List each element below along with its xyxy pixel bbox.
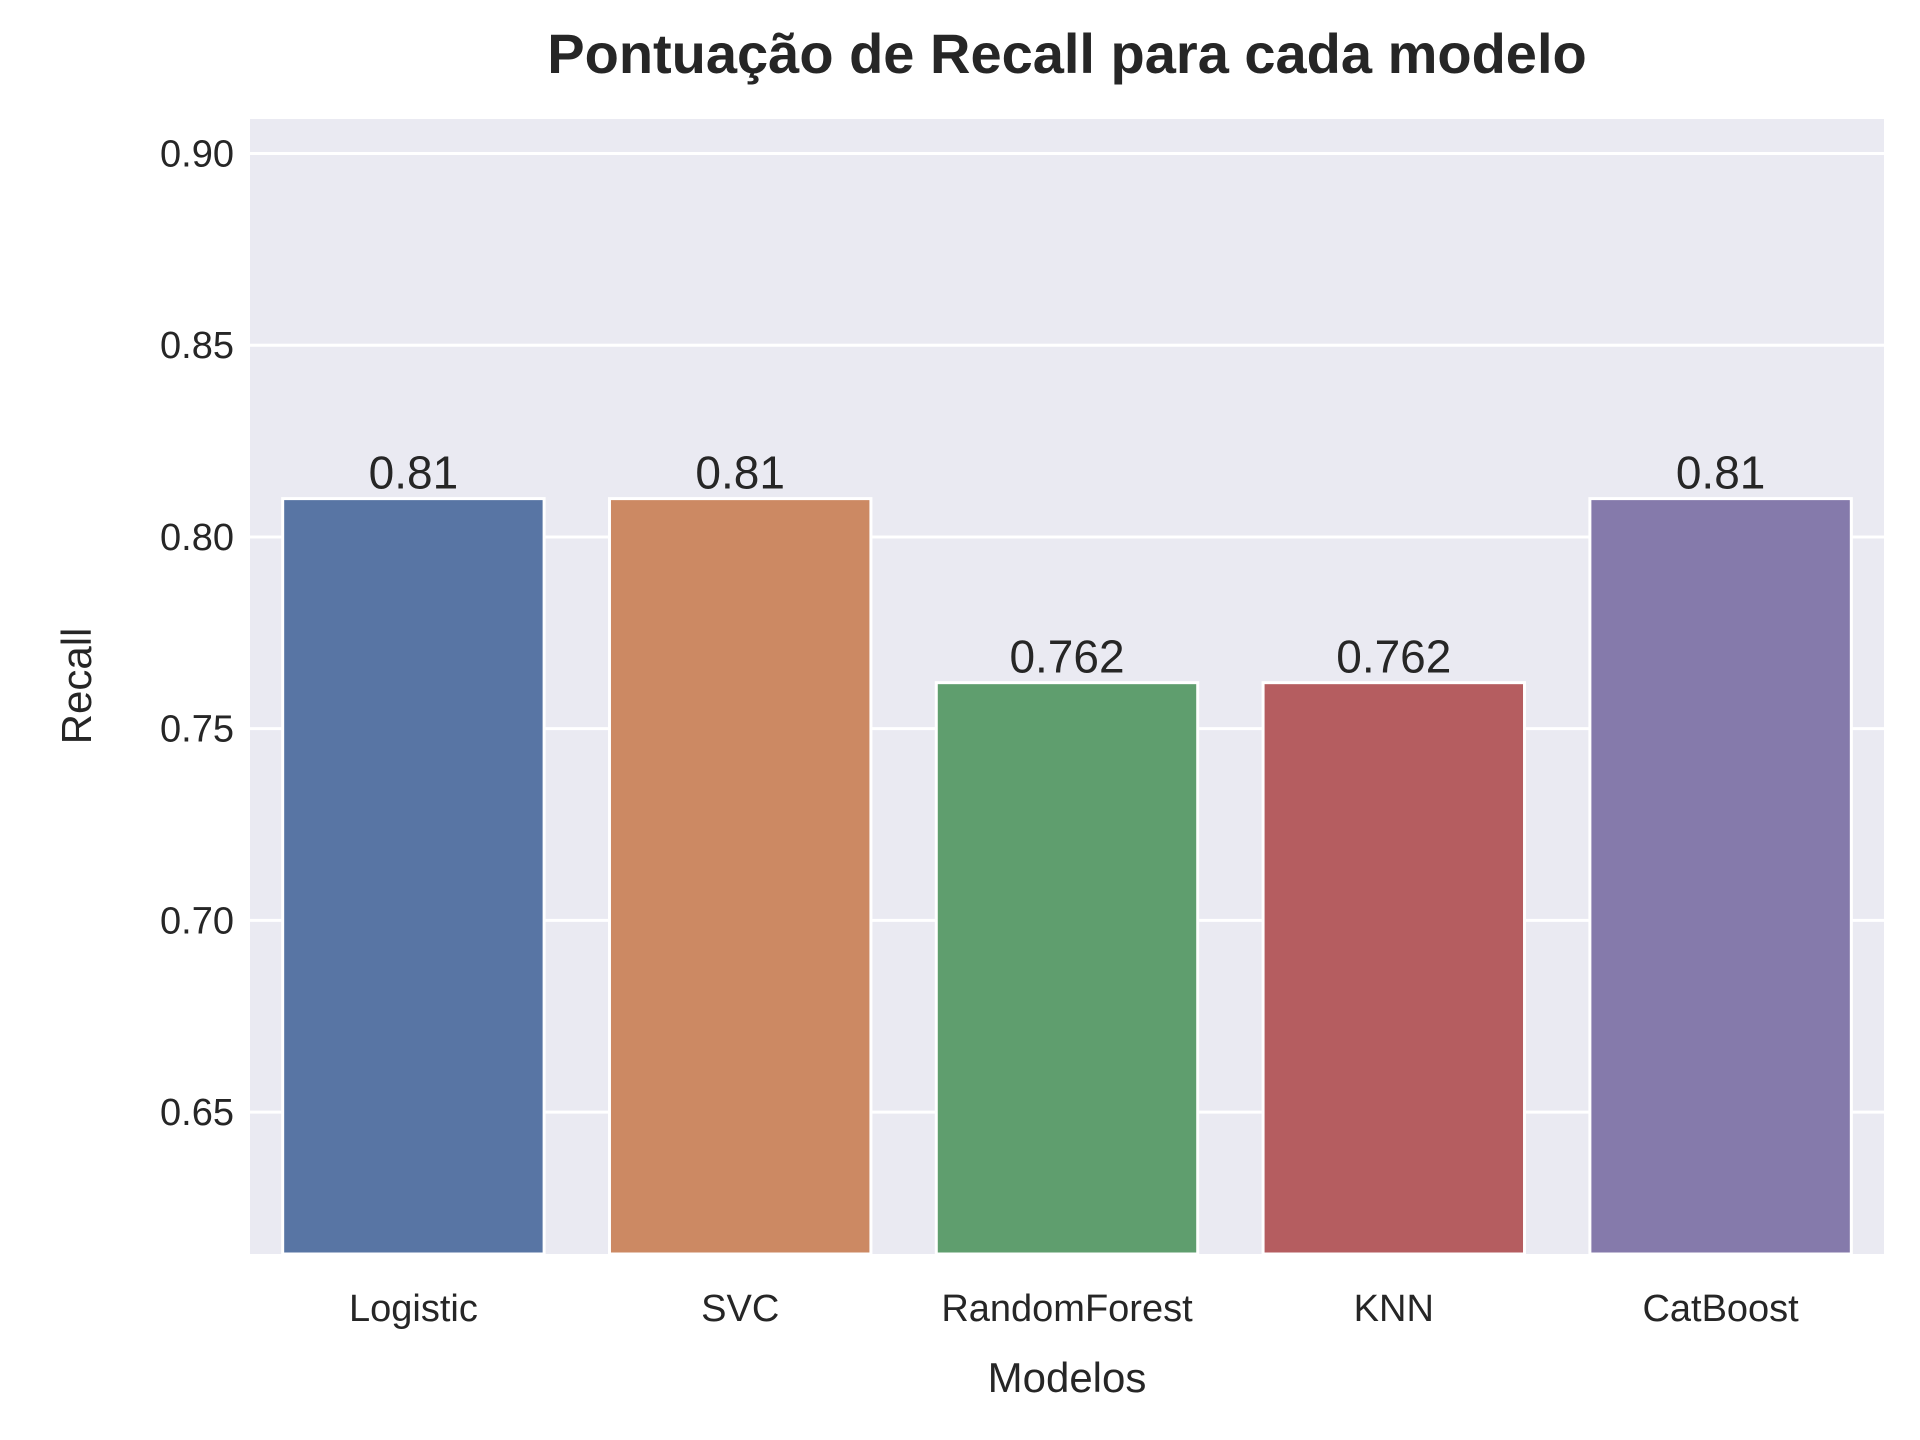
bar-knn (1261, 681, 1527, 1256)
x-tick-label-svc: SVC (701, 1288, 779, 1330)
data-label-svc: 0.81 (695, 447, 785, 499)
data-label-logistic: 0.81 (369, 447, 459, 499)
y-tick-label: 0.65 (160, 1092, 234, 1134)
bar-logistic (281, 497, 546, 1256)
data-label-randomforest: 0.762 (1009, 631, 1124, 683)
data-labels: 0.81 0.81 0.762 0.762 0.81 (369, 447, 1766, 683)
data-label-catboost: 0.81 (1676, 447, 1766, 499)
x-tick-labels: Logistic SVC RandomForest KNN CatBoost (349, 1288, 1799, 1330)
y-tick-label: 0.85 (160, 325, 234, 367)
y-tick-label: 0.80 (160, 517, 234, 559)
x-tick-label-randomforest: RandomForest (941, 1288, 1193, 1330)
y-tick-labels: 0.65 0.70 0.75 0.80 0.85 0.90 (160, 134, 234, 1135)
bars (281, 497, 1853, 1256)
x-axis-label: Modelos (988, 1354, 1147, 1401)
x-tick-label-logistic: Logistic (349, 1288, 478, 1330)
bar-svc (607, 497, 873, 1256)
x-tick-label-knn: KNN (1354, 1288, 1434, 1330)
chart-title: Pontuação de Recall para cada modelo (547, 22, 1586, 85)
y-tick-label: 0.90 (160, 134, 234, 176)
x-tick-label-catboost: CatBoost (1642, 1288, 1799, 1330)
y-axis-label: Recall (53, 628, 100, 745)
bar-catboost (1588, 497, 1853, 1256)
data-label-knn: 0.762 (1336, 631, 1451, 683)
y-tick-label: 0.75 (160, 709, 234, 751)
y-tick-label: 0.70 (160, 900, 234, 942)
bar-randomforest (934, 681, 1200, 1256)
